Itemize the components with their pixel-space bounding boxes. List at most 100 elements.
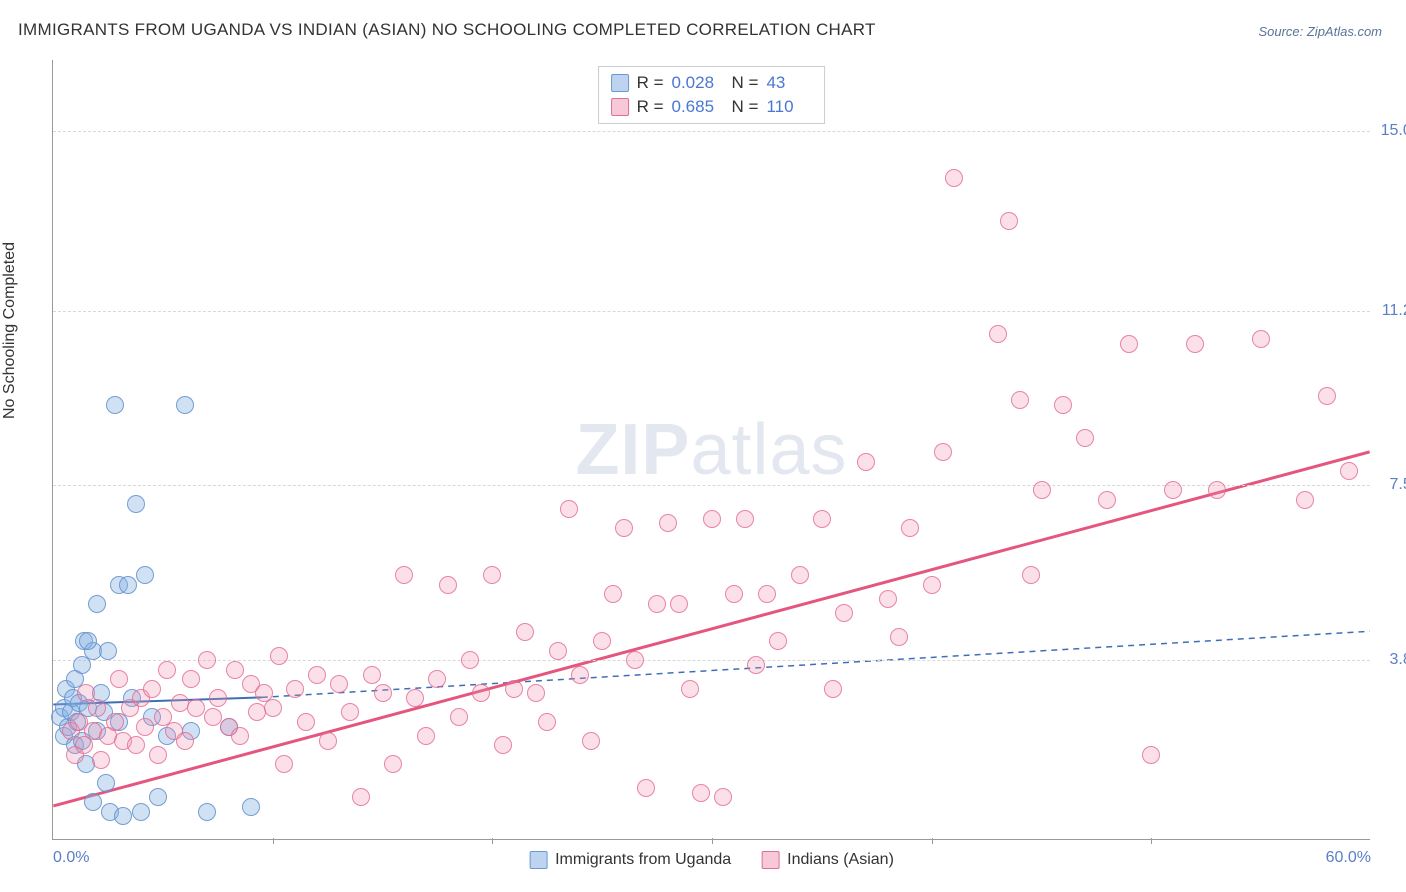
scatter-point-indians (417, 727, 435, 745)
scatter-point-indians (374, 684, 392, 702)
r-label: R = (637, 97, 664, 117)
scatter-point-indians (297, 713, 315, 731)
scatter-point-indians (791, 566, 809, 584)
scatter-point-indians (923, 576, 941, 594)
scatter-point-indians (736, 510, 754, 528)
scatter-point-indians (187, 699, 205, 717)
scatter-point-indians (615, 519, 633, 537)
scatter-point-indians (127, 736, 145, 754)
scatter-point-uganda (136, 566, 154, 584)
chart-title: IMMIGRANTS FROM UGANDA VS INDIAN (ASIAN)… (18, 20, 876, 40)
scatter-point-indians (527, 684, 545, 702)
scatter-point-indians (363, 666, 381, 684)
stats-legend: R = 0.028 N = 43 R = 0.685 N = 110 (598, 66, 826, 124)
scatter-point-uganda (119, 576, 137, 594)
scatter-point-indians (516, 623, 534, 641)
scatter-point-uganda (114, 807, 132, 825)
scatter-point-indians (1011, 391, 1029, 409)
n-value-uganda: 43 (766, 73, 812, 93)
scatter-point-indians (395, 566, 413, 584)
scatter-point-indians (352, 788, 370, 806)
scatter-point-indians (714, 788, 732, 806)
scatter-point-indians (1208, 481, 1226, 499)
scatter-point-indians (835, 604, 853, 622)
scatter-point-indians (341, 703, 359, 721)
legend-label-uganda: Immigrants from Uganda (555, 851, 731, 869)
scatter-point-indians (901, 519, 919, 537)
y-axis-label: No Schooling Completed (1, 242, 19, 419)
scatter-point-indians (1142, 746, 1160, 764)
scatter-point-uganda (149, 788, 167, 806)
x-tick-label: 0.0% (53, 849, 89, 867)
x-minor-tick (932, 838, 933, 844)
scatter-point-indians (824, 680, 842, 698)
scatter-point-indians (582, 732, 600, 750)
scatter-point-indians (209, 689, 227, 707)
scatter-point-indians (626, 651, 644, 669)
swatch-uganda (611, 74, 629, 92)
scatter-point-indians (571, 666, 589, 684)
scatter-point-indians (549, 642, 567, 660)
scatter-point-indians (270, 647, 288, 665)
swatch-indians (761, 851, 779, 869)
scatter-point-indians (231, 727, 249, 745)
stats-row-uganda: R = 0.028 N = 43 (611, 71, 813, 95)
scatter-point-indians (286, 680, 304, 698)
scatter-point-indians (560, 500, 578, 518)
scatter-point-indians (1120, 335, 1138, 353)
gridline-h (53, 311, 1370, 312)
y-tick-label: 11.2% (1382, 302, 1406, 320)
scatter-point-indians (1098, 491, 1116, 509)
scatter-point-indians (945, 169, 963, 187)
scatter-point-indians (494, 736, 512, 754)
scatter-point-indians (88, 699, 106, 717)
scatter-point-indians (1296, 491, 1314, 509)
scatter-point-uganda (106, 396, 124, 414)
scatter-point-indians (1252, 330, 1270, 348)
scatter-point-indians (158, 661, 176, 679)
scatter-point-indians (604, 585, 622, 603)
y-tick-label: 7.5% (1390, 476, 1406, 494)
x-tick-label: 60.0% (1326, 849, 1371, 867)
x-minor-tick (273, 838, 274, 844)
scatter-point-indians (670, 595, 688, 613)
scatter-point-indians (182, 670, 200, 688)
scatter-point-indians (226, 661, 244, 679)
scatter-point-indians (659, 514, 677, 532)
scatter-point-indians (879, 590, 897, 608)
n-label: N = (732, 97, 759, 117)
swatch-uganda (529, 851, 547, 869)
scatter-point-indians (106, 713, 124, 731)
y-tick-label: 15.0% (1381, 122, 1406, 140)
watermark-bold: ZIP (575, 410, 690, 490)
scatter-point-uganda (88, 595, 106, 613)
r-value-uganda: 0.028 (672, 73, 718, 93)
x-minor-tick (1151, 838, 1152, 844)
scatter-point-indians (890, 628, 908, 646)
scatter-point-indians (934, 443, 952, 461)
scatter-point-indians (1000, 212, 1018, 230)
scatter-point-indians (725, 585, 743, 603)
r-label: R = (637, 73, 664, 93)
scatter-point-indians (428, 670, 446, 688)
watermark: ZIPatlas (575, 409, 847, 491)
scatter-point-indians (637, 779, 655, 797)
scatter-point-indians (176, 732, 194, 750)
scatter-point-uganda (132, 803, 150, 821)
scatter-point-indians (758, 585, 776, 603)
scatter-point-indians (857, 453, 875, 471)
scatter-point-indians (703, 510, 721, 528)
scatter-point-indians (198, 651, 216, 669)
scatter-point-indians (406, 689, 424, 707)
scatter-point-indians (264, 699, 282, 717)
scatter-point-indians (1033, 481, 1051, 499)
y-tick-label: 3.8% (1390, 651, 1406, 669)
n-value-indians: 110 (766, 97, 812, 117)
scatter-point-uganda (99, 642, 117, 660)
scatter-point-indians (384, 755, 402, 773)
scatter-point-indians (505, 680, 523, 698)
trend-lines (53, 60, 1370, 839)
scatter-point-indians (275, 755, 293, 773)
scatter-point-indians (648, 595, 666, 613)
series-legend: Immigrants from Uganda Indians (Asian) (529, 851, 894, 869)
